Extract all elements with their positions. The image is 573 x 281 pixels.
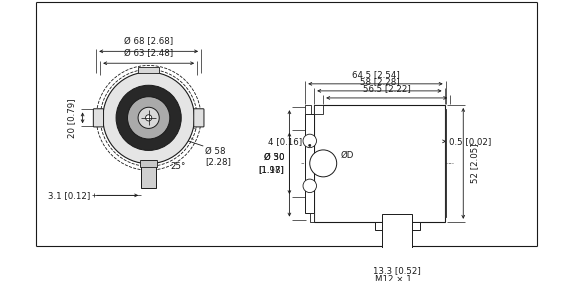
Bar — [305, 114, 314, 213]
Text: 64.5 [2.54]: 64.5 [2.54] — [352, 71, 399, 80]
FancyBboxPatch shape — [93, 109, 104, 127]
Text: [1.18]: [1.18] — [258, 165, 284, 174]
Text: 58 [2.28]: 58 [2.28] — [360, 78, 399, 87]
Text: M12 × 1: M12 × 1 — [375, 275, 411, 281]
Text: 52 [2.05]: 52 [2.05] — [470, 144, 479, 183]
Circle shape — [303, 134, 316, 148]
Circle shape — [116, 85, 181, 150]
Circle shape — [128, 97, 170, 139]
Bar — [314, 105, 445, 222]
Bar — [140, 160, 158, 167]
Text: 0.5 [0.02]: 0.5 [0.02] — [449, 137, 492, 146]
Bar — [305, 105, 311, 114]
Text: Ø 58
[2.28]: Ø 58 [2.28] — [205, 147, 231, 166]
Text: 4 [0.16]: 4 [0.16] — [268, 137, 302, 146]
Text: Ø 50: Ø 50 — [264, 153, 284, 162]
FancyBboxPatch shape — [194, 109, 204, 127]
Bar — [141, 160, 156, 188]
Bar — [314, 105, 323, 114]
Bar — [138, 67, 159, 73]
Text: 56.5 [2.22]: 56.5 [2.22] — [363, 85, 411, 94]
Circle shape — [310, 150, 337, 177]
Text: 13.3 [0.52]: 13.3 [0.52] — [374, 266, 421, 275]
Bar — [310, 213, 314, 222]
Text: 25°: 25° — [170, 162, 186, 171]
Circle shape — [146, 115, 152, 121]
Text: Ø 63 [2.48]: Ø 63 [2.48] — [124, 49, 173, 58]
Circle shape — [309, 144, 311, 146]
Circle shape — [303, 179, 316, 192]
Bar — [375, 222, 420, 230]
Text: ØD: ØD — [340, 151, 354, 160]
Circle shape — [138, 107, 159, 128]
Bar — [382, 214, 413, 255]
Circle shape — [103, 72, 194, 164]
Text: Ø 30: Ø 30 — [264, 153, 284, 162]
Text: [1.97]: [1.97] — [258, 165, 284, 174]
Text: 3.1 [0.12]: 3.1 [0.12] — [48, 191, 91, 200]
Text: Ø 68 [2.68]: Ø 68 [2.68] — [124, 37, 173, 46]
Bar — [445, 110, 446, 217]
Text: 20 [0.79]: 20 [0.79] — [68, 98, 76, 138]
